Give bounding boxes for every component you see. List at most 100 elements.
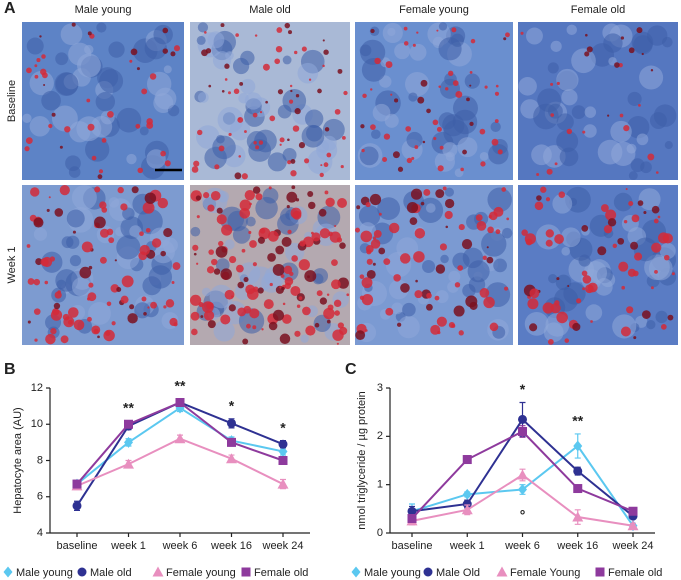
data-point [124, 419, 133, 429]
lipid-droplet [131, 186, 139, 194]
cell [659, 242, 676, 259]
lipid-droplet [216, 207, 223, 214]
data-point [124, 436, 133, 448]
lipid-droplet [582, 130, 586, 134]
lipid-droplet [469, 301, 478, 310]
lipid-droplet [346, 293, 350, 297]
lipid-droplet [662, 233, 673, 244]
cell [122, 207, 135, 220]
cell [54, 72, 79, 97]
lipid-droplet [600, 204, 609, 212]
lipid-droplet [147, 306, 150, 309]
lipid-droplet [527, 298, 539, 310]
lipid-droplet [267, 230, 279, 242]
lipid-droplet [33, 308, 41, 315]
cell [262, 187, 279, 204]
lipid-droplet [653, 218, 659, 224]
lipid-droplet [378, 247, 386, 255]
lipid-droplet [227, 91, 231, 95]
lipid-droplet [42, 72, 48, 79]
cell [405, 71, 430, 97]
cell [372, 103, 391, 122]
lipid-droplet [106, 228, 114, 236]
lipid-droplet [263, 299, 274, 310]
cell [71, 277, 91, 297]
lipid-droplet [298, 296, 303, 300]
lipid-droplet [193, 160, 200, 167]
lipid-droplet [276, 27, 283, 33]
cell [560, 227, 581, 248]
cell [95, 91, 116, 112]
lipid-droplet [323, 307, 335, 320]
lipid-droplet [671, 272, 675, 276]
lipid-droplet [220, 314, 231, 325]
lipid-droplet [359, 274, 365, 279]
cell [90, 115, 113, 138]
lipid-droplet [94, 216, 106, 229]
cell [300, 334, 309, 343]
lipid-droplet [87, 31, 92, 36]
lipid-droplet [621, 285, 626, 290]
data-point [278, 445, 288, 457]
data-point [174, 433, 186, 444]
lipid-droplet [452, 80, 459, 86]
y-tick-label: 8 [37, 454, 43, 466]
lipid-droplet [556, 277, 560, 281]
lipid-droplet [529, 323, 538, 332]
lipid-droplet [286, 205, 290, 209]
lipid-droplet [191, 328, 198, 336]
cell [438, 22, 448, 31]
lipid-droplet [501, 187, 507, 192]
lipid-droplet [304, 158, 310, 164]
lipid-droplet [436, 29, 439, 32]
cell [578, 254, 591, 267]
lipid-droplet [319, 297, 328, 305]
lipid-droplet [272, 263, 285, 276]
lipid-droplet [252, 186, 261, 194]
cell [55, 52, 69, 66]
cell [322, 118, 345, 141]
cell [126, 153, 137, 165]
lipid-droplet [120, 295, 129, 304]
lipid-droplet [534, 201, 544, 211]
data-point [628, 506, 638, 516]
lipid-droplet [370, 88, 373, 91]
data-point [226, 453, 237, 464]
lipid-droplet [444, 210, 453, 220]
lipid-droplet [162, 27, 169, 34]
lipid-droplet [361, 277, 373, 289]
lipid-droplet [529, 288, 540, 299]
cell [481, 231, 507, 257]
lipid-droplet [487, 226, 494, 234]
lipid-droplet [597, 246, 607, 256]
lipid-droplet [417, 96, 425, 104]
cell [371, 222, 394, 245]
cell [69, 254, 82, 267]
lipid-droplet [41, 54, 46, 59]
lipid-droplet [566, 128, 573, 135]
lipid-droplet [393, 274, 401, 282]
cell [613, 192, 633, 212]
cell [229, 119, 251, 141]
lipid-droplet [244, 130, 247, 133]
cell [282, 55, 292, 65]
lipid-droplet [455, 91, 463, 98]
cell [438, 37, 462, 61]
lipid-droplet [331, 279, 341, 290]
cell [190, 226, 201, 237]
lipid-droplet [44, 280, 49, 285]
lipid-droplet [625, 188, 628, 191]
lipid-droplet [366, 269, 376, 279]
lipid-droplet [235, 264, 244, 273]
lipid-droplet [108, 237, 115, 244]
panel-label: A [4, 0, 16, 17]
lipid-droplet [636, 27, 643, 34]
lipid-droplet [445, 87, 449, 91]
lipid-droplet [392, 151, 400, 159]
lipid-droplet [628, 200, 634, 206]
lipid-droplet [314, 322, 320, 328]
lipid-droplet [339, 242, 346, 249]
cell [561, 89, 578, 106]
cell [597, 139, 623, 165]
lipid-droplet [294, 330, 301, 337]
